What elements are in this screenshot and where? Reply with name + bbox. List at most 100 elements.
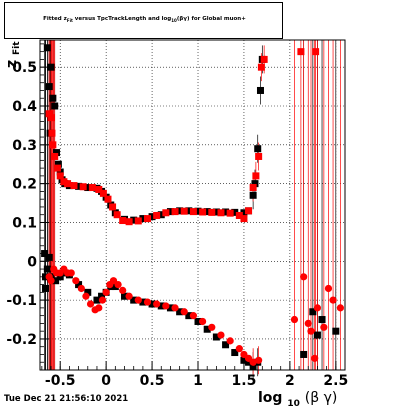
- data-point: [84, 184, 92, 192]
- axis-ticks: [40, 43, 337, 371]
- data-point: [171, 304, 179, 312]
- data-point: [42, 284, 50, 292]
- timestamp-footer: Tue Dec 21 21:56:10 2021: [4, 394, 129, 404]
- data-point: [56, 168, 64, 176]
- data-point: [176, 207, 184, 215]
- data-point: [53, 149, 61, 157]
- data-point: [143, 215, 151, 223]
- data-point: [217, 209, 225, 217]
- y-axis-title-sub: Fit: [12, 41, 22, 55]
- data-point: [307, 327, 315, 335]
- data-point: [318, 316, 326, 324]
- y-tick-label: 0: [27, 254, 37, 270]
- data-point: [139, 298, 147, 306]
- data-point: [222, 341, 230, 349]
- x-tick-label: 0: [101, 373, 111, 389]
- y-tick-label: 0.5: [12, 60, 37, 76]
- data-point: [157, 211, 165, 219]
- data-point: [290, 315, 299, 324]
- data-point: [79, 183, 87, 191]
- data-point: [125, 292, 133, 300]
- data-point: [119, 217, 127, 225]
- data-point: [226, 209, 234, 217]
- data-point: [162, 209, 170, 217]
- data-point: [231, 208, 239, 216]
- data-point: [171, 208, 179, 216]
- data-point: [45, 253, 53, 261]
- data-point: [254, 145, 262, 153]
- data-point: [125, 218, 133, 226]
- data-point: [260, 55, 268, 63]
- data-point: [245, 358, 253, 366]
- data-point: [212, 333, 220, 341]
- x-axis-title: log 10 (β γ): [258, 390, 337, 409]
- data-point: [98, 296, 107, 304]
- data-point: [162, 302, 170, 310]
- data-point: [45, 110, 53, 118]
- data-point: [324, 284, 333, 293]
- plot-frame: [39, 39, 346, 371]
- data-point: [304, 319, 312, 328]
- data-point: [139, 215, 147, 223]
- data-point: [203, 325, 211, 333]
- y-tick-label: -0.1: [6, 293, 37, 309]
- data-point: [48, 129, 56, 137]
- data-point: [157, 302, 165, 310]
- y-tick-label: 0.4: [12, 99, 37, 115]
- data-point: [208, 208, 216, 216]
- data-point: [98, 292, 106, 300]
- data-point: [231, 349, 239, 357]
- data-point: [255, 152, 263, 160]
- chart-title-sub2: 10: [171, 18, 177, 24]
- data-point: [311, 354, 319, 362]
- chart-title-box: Fitted zFit versus TpcTrackLength and lo…: [4, 2, 283, 39]
- data-point: [88, 184, 96, 192]
- data-point: [249, 184, 257, 192]
- data-points: [41, 44, 345, 370]
- data-point: [109, 203, 117, 211]
- data-point: [70, 182, 78, 190]
- data-point: [166, 304, 174, 312]
- data-point: [41, 250, 49, 258]
- data-point: [93, 296, 101, 304]
- data-point: [257, 63, 265, 71]
- data-point: [72, 277, 80, 285]
- data-point: [240, 209, 248, 217]
- data-point: [185, 207, 193, 215]
- data-point: [189, 208, 197, 216]
- data-point: [312, 48, 320, 56]
- data-point: [240, 356, 248, 364]
- data-point: [185, 312, 193, 320]
- chart-title-pre: Fitted z: [43, 16, 67, 22]
- data-point: [54, 160, 62, 168]
- data-point: [166, 208, 174, 216]
- data-point: [82, 292, 90, 300]
- data-point: [208, 323, 216, 331]
- data-point: [60, 178, 68, 186]
- data-point: [56, 273, 64, 281]
- data-point: [255, 356, 263, 364]
- y-tick-label: -0.2: [6, 332, 37, 348]
- y-tick-label: 0.1: [12, 215, 37, 231]
- data-point: [95, 185, 103, 193]
- data-point: [199, 317, 207, 326]
- data-point: [180, 308, 188, 316]
- data-point: [84, 288, 92, 296]
- data-point: [222, 208, 230, 216]
- data-point: [300, 273, 308, 281]
- data-point: [194, 317, 202, 325]
- data-point: [203, 208, 211, 216]
- data-point: [153, 300, 161, 308]
- data-point: [309, 308, 317, 316]
- data-point: [249, 191, 257, 199]
- chart-title: Fitted zFit versus TpcTrackLength and lo…: [5, 16, 284, 23]
- data-point: [119, 286, 127, 295]
- data-point: [95, 304, 103, 312]
- data-point: [313, 331, 321, 339]
- y-tick-label: 0.3: [12, 138, 37, 154]
- data-point: [47, 114, 55, 122]
- chart-title-sub1: Fit: [66, 18, 73, 24]
- data-point: [43, 44, 51, 52]
- data-point: [235, 211, 243, 219]
